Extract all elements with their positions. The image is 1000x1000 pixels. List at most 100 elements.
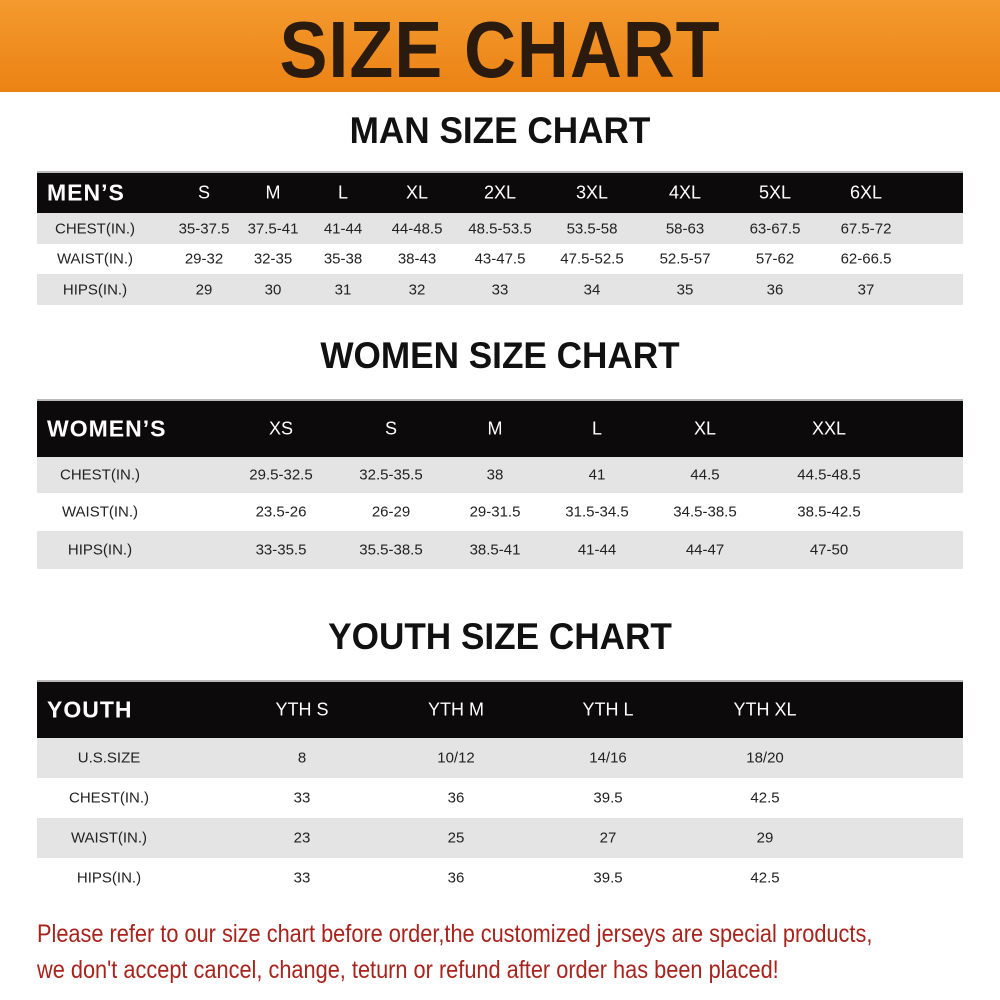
row-label: HIPS(IN.)	[67, 541, 133, 559]
size-header-m: M	[487, 418, 503, 439]
table-cell: 35-37.5	[178, 220, 230, 237]
header-label: YOUTH	[47, 696, 133, 723]
table-cell: 44-47	[685, 541, 725, 559]
table-cell: 52.5-57	[659, 250, 711, 268]
table-cell: 42.5	[750, 789, 780, 807]
row-label: U.S.SIZE	[77, 749, 141, 767]
table-cell: 31.5-34.5	[565, 503, 629, 521]
table-cell: 44-48.5	[391, 220, 443, 237]
table-cell: 38-43	[397, 250, 437, 268]
table-cell: 29-32	[184, 250, 224, 268]
size-header-yth-m: YTH M	[428, 699, 484, 720]
table-cell: 35	[676, 281, 694, 298]
table-cell: 44.5	[690, 466, 720, 484]
table-cell: 41-44	[323, 220, 363, 237]
table-cell: 33	[293, 869, 311, 887]
men-section-title: MAN SIZE CHART	[349, 110, 651, 151]
table-cell: 38.5-42.5	[797, 503, 861, 521]
table-cell: 36	[766, 281, 784, 298]
size-header-yth-l: YTH L	[582, 699, 634, 720]
table-cell: 37	[857, 281, 875, 298]
table-row: WAIST(IN.) 29-32 32-35 35-38 38-43 43-47.5 47.…	[37, 244, 963, 274]
row-label: WAIST(IN.)	[56, 250, 134, 268]
title-banner: SIZE CHART	[0, 0, 1000, 94]
table-cell: 27	[599, 829, 617, 847]
table-cell: 32	[408, 281, 426, 298]
table-header-row: MEN’S S M L XL 2XL 3XL 4XL 5XL 6XL	[37, 173, 963, 213]
table-cell: 23	[293, 829, 311, 847]
row-label: HIPS(IN.)	[62, 281, 128, 298]
table-cell: 47-50	[809, 541, 849, 559]
table-cell: 29.5-32.5	[249, 466, 313, 484]
table-cell: 33-35.5	[255, 541, 307, 559]
size-header-xl: XL	[405, 182, 429, 203]
table-cell: 10/12	[437, 749, 475, 767]
table-cell: 39.5	[593, 789, 623, 807]
size-header-5xl: 5XL	[758, 182, 792, 203]
page-title: SIZE CHART	[279, 5, 721, 94]
table-cell: 36	[447, 789, 465, 807]
row-label: WAIST(IN.)	[70, 829, 148, 847]
table-cell: 48.5-53.5	[468, 220, 532, 237]
men-size-table: MEN’S S M L XL 2XL 3XL 4XL 5XL 6XL CHEST(IN.) 35-37…	[37, 173, 963, 305]
size-header-4xl: 4XL	[668, 182, 702, 203]
size-header-6xl: 6XL	[849, 182, 883, 203]
header-label: MEN’S	[47, 179, 125, 206]
table-cell: 35-38	[323, 250, 363, 268]
table-row: CHEST(IN.) 35-37.5 37.5-41 41-44 44-48.5 48.5…	[37, 213, 963, 244]
size-header-xs: XS	[268, 418, 294, 439]
youth-size-table: YOUTH YTH S YTH M YTH L YTH XL U.S.SIZE 8 10/12…	[37, 682, 963, 898]
table-cell: 37.5-41	[247, 220, 299, 237]
size-header-yth-xl: YTH XL	[733, 699, 797, 720]
size-header-s: S	[384, 418, 398, 439]
table-header-row: WOMEN’S XS S M L XL XXL	[37, 401, 963, 457]
table-row: HIPS(IN.) 29 30 31 32 33 34 35 36 37	[37, 274, 963, 305]
table-cell: 23.5-26	[255, 503, 307, 521]
size-header-s: S	[197, 182, 211, 203]
table-cell: 47.5-52.5	[560, 250, 624, 268]
table-cell: 32.5-35.5	[359, 466, 423, 484]
table-cell: 42.5	[750, 869, 780, 887]
table-cell: 63-67.5	[749, 220, 801, 237]
women-section-title: WOMEN SIZE CHART	[320, 335, 680, 376]
table-row: HIPS(IN.) 33-35.5 35.5-38.5 38.5-41 41-44 44-…	[37, 531, 963, 569]
size-header-m: M	[265, 182, 281, 203]
table-cell: 36	[447, 869, 465, 887]
table-header-row: YOUTH YTH S YTH M YTH L YTH XL	[37, 682, 963, 738]
size-header-xxl: XXL	[811, 418, 847, 439]
size-header-xl: XL	[693, 418, 717, 439]
table-cell: 31	[334, 281, 352, 298]
table-cell: 53.5-58	[566, 220, 618, 237]
size-header-2xl: 2XL	[483, 182, 517, 203]
table-row: CHEST(IN.) 33 36 39.5 42.5	[37, 778, 963, 818]
table-cell: 33	[293, 789, 311, 807]
row-label: HIPS(IN.)	[76, 869, 142, 887]
table-cell: 26-29	[371, 503, 411, 521]
table-cell: 34	[583, 281, 601, 298]
table-cell: 18/20	[746, 749, 784, 767]
size-header-yth-s: YTH S	[275, 699, 329, 720]
table-cell: 8	[297, 749, 307, 767]
row-label: CHEST(IN.)	[60, 466, 140, 484]
table-cell: 30	[264, 281, 282, 298]
table-cell: 33	[491, 281, 509, 298]
row-label: CHEST(IN.)	[69, 789, 149, 807]
table-cell: 43-47.5	[474, 250, 526, 268]
notice-line-2: we don't accept cancel, change, teturn o…	[37, 956, 779, 984]
table-cell: 58-63	[665, 220, 705, 237]
table-cell: 29-31.5	[469, 503, 521, 521]
table-row: WAIST(IN.) 23.5-26 26-29 29-31.5 31.5-34.5 34…	[37, 493, 963, 531]
youth-section-title: YOUTH SIZE CHART	[328, 616, 672, 657]
table-cell: 62-66.5	[840, 250, 892, 268]
table-cell: 38.5-41	[469, 541, 521, 559]
table-cell: 41-44	[577, 541, 617, 559]
header-label: WOMEN’S	[47, 415, 167, 442]
table-row: WAIST(IN.) 23 25 27 29	[37, 818, 963, 858]
size-header-l: L	[337, 182, 349, 203]
table-cell: 38	[486, 466, 504, 484]
table-cell: 34.5-38.5	[673, 503, 737, 521]
women-size-table: WOMEN’S XS S M L XL XXL CHEST(IN.) 29.5-32.5 32.5…	[37, 401, 963, 569]
table-cell: 44.5-48.5	[797, 466, 861, 484]
row-label: CHEST(IN.)	[55, 220, 135, 237]
table-cell: 14/16	[589, 749, 627, 767]
